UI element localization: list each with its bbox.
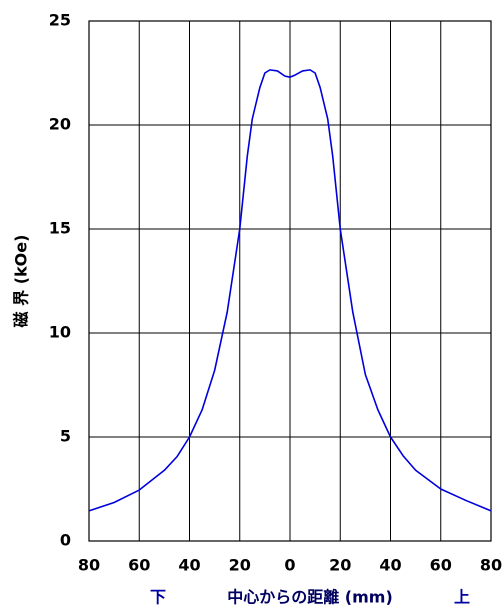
x-tick-label: 80 xyxy=(78,556,100,575)
y-axis-label: 磁 界 (kOe) xyxy=(12,235,31,328)
y-tick-label: 15 xyxy=(49,219,71,238)
x-tick-label: 80 xyxy=(480,556,502,575)
x-side-label: 上 xyxy=(454,588,470,607)
x-tick-label: 40 xyxy=(379,556,401,575)
y-tick-label: 0 xyxy=(60,531,71,550)
data-line xyxy=(88,69,492,512)
y-tick-label: 5 xyxy=(60,427,71,446)
x-axis-label: 中心からの距離 (mm) xyxy=(227,588,393,607)
x-side-label: 下 xyxy=(150,588,166,607)
x-tick-label: 20 xyxy=(329,556,351,575)
plot-frame xyxy=(88,20,492,542)
x-tick-label: 40 xyxy=(178,556,200,575)
x-tick-label: 0 xyxy=(284,556,295,575)
x-tick-label: 60 xyxy=(430,556,452,575)
x-tick-label: 60 xyxy=(128,556,150,575)
y-tick-label: 25 xyxy=(49,11,71,30)
y-tick-label: 20 xyxy=(49,115,71,134)
y-tick-label: 10 xyxy=(49,323,71,342)
x-tick-label: 20 xyxy=(229,556,251,575)
